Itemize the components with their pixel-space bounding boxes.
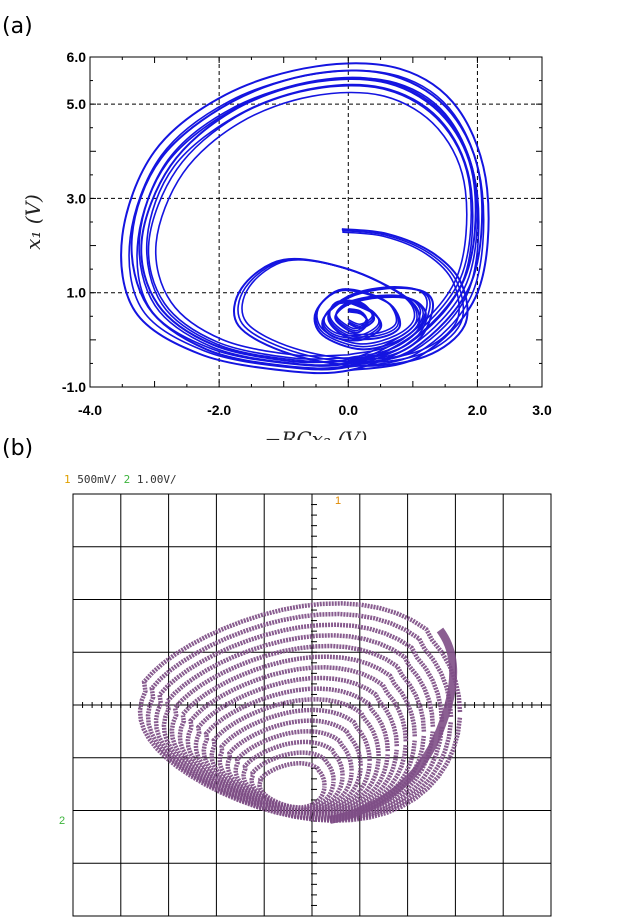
attractor-trajectory-2-winding-1	[147, 84, 473, 360]
chart-a-ticks: -4.0 -2.0 0.0 2.0 3.0 -1.0 1.0 3.0 5.0 6.0	[62, 49, 552, 418]
ch1-number: 1	[64, 473, 71, 486]
y-tick-label: 5.0	[67, 96, 87, 112]
ch2-scale: 1.00V/	[136, 473, 177, 486]
scope-trace-loop	[169, 643, 427, 820]
x-tick-label: 0.0	[339, 402, 359, 418]
panel-label-b: (b)	[2, 436, 34, 461]
scope-trace-loop	[185, 665, 409, 818]
scope-header: 1 500mV/ 2 1.00V/	[64, 473, 177, 486]
x-axis-title: −RCx₂ (V)	[265, 427, 368, 440]
y-tick-label: 6.0	[67, 49, 87, 65]
scope-grid	[72, 493, 552, 917]
ch2-number: 2	[123, 473, 131, 486]
chart-a-series	[120, 62, 490, 375]
x-tick-label: -4.0	[78, 402, 102, 418]
x-tick-label: -2.0	[207, 402, 231, 418]
chart-b: 1 2	[59, 493, 552, 917]
y-tick-label: 1.0	[67, 285, 87, 301]
ch1-scale: 500mV/	[77, 473, 117, 486]
y-tick-label: -1.0	[62, 379, 86, 395]
scope-trace-loop	[257, 760, 327, 810]
x-tick-label: 3.0	[532, 402, 552, 418]
ch2-ground-marker: 2	[59, 815, 65, 827]
scope-trace-loop	[241, 739, 345, 812]
scope-trace-loop	[201, 686, 391, 816]
chart-a-frame	[89, 56, 543, 388]
chart-a-grid	[90, 57, 542, 387]
scope-trace-streak	[329, 627, 458, 824]
scope-trace-loop	[137, 601, 463, 823]
chart-a: -4.0 -2.0 0.0 2.0 3.0 -1.0 1.0 3.0 5.0 6.0 −RCx₂ …	[21, 49, 552, 440]
x-tick-label: 2.0	[468, 402, 488, 418]
attractor-trajectory-1-winding-1	[138, 76, 479, 366]
scope-trace-loop	[225, 718, 363, 814]
scope-markers: 1 2	[59, 495, 341, 827]
attractor-trajectory-2-winding-2	[154, 91, 468, 357]
ch1-ground-marker: 1	[335, 495, 341, 507]
attractor-trajectory-1-winding-2	[145, 83, 474, 363]
panel-label-a: (a)	[2, 14, 33, 39]
attractor-trajectory-2	[140, 77, 477, 364]
attractor-trajectory-3-winding-2	[241, 231, 460, 361]
y-axis-title: x₁ (V)	[21, 194, 45, 250]
y-tick-label: 3.0	[67, 190, 87, 206]
scope-trace	[137, 601, 463, 824]
